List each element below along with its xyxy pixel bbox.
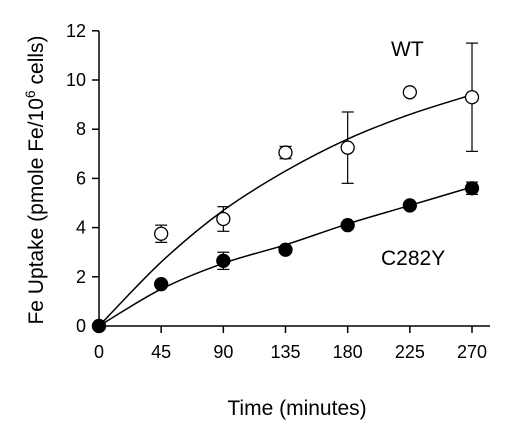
y-tick-label: 12 [66,21,86,41]
y-tick-label: 0 [76,316,86,336]
y-tick-label: 2 [76,267,86,287]
ticks: 0 45 90 135 180 225 270 0 2 4 6 8 10 12 [66,21,487,362]
data-point-c282y [402,198,417,213]
data-point-wt [278,145,293,160]
y-tick-label: 6 [76,168,86,188]
x-tick-label: 135 [270,342,300,362]
x-tick-label: 90 [213,342,233,362]
series-label-c282y: C282Y [381,247,445,270]
data-point-c282y [464,181,480,196]
y-axis-title-end: cells) [25,35,48,90]
data-point-wt [402,85,417,100]
data-point-c282y [154,277,169,292]
labels: WT C282Y Time (minutes) Fe Uptake (pmole… [22,35,445,420]
y-tick-label: 10 [66,70,86,90]
x-tick-label: 0 [94,342,104,362]
y-tick-label: 8 [76,119,86,139]
x-tick-label: 270 [457,342,487,362]
data-point-wt [216,211,231,227]
data-point-c282y [278,242,293,257]
series-label-wt: WT [391,38,424,61]
y-axis-title: Fe Uptake (pmole Fe/106 cells) [22,35,48,324]
x-axis-title: Time (minutes) [227,397,366,420]
data-point-wt [154,226,169,241]
data-point-wt [464,90,480,105]
data-point-c282y [340,217,355,233]
fit-curve-wt [98,94,473,327]
data-point-wt [340,140,355,155]
x-tick-label: 180 [333,342,363,362]
x-tick-label: 45 [151,342,171,362]
plot-area [91,42,480,334]
x-tick-label: 225 [395,342,425,362]
y-axis-title-main: Fe Uptake (pmole Fe/10 [25,98,48,324]
y-axis-title-sup: 6 [22,90,38,98]
y-tick-label: 4 [76,218,86,238]
data-point-c282y [216,253,231,268]
